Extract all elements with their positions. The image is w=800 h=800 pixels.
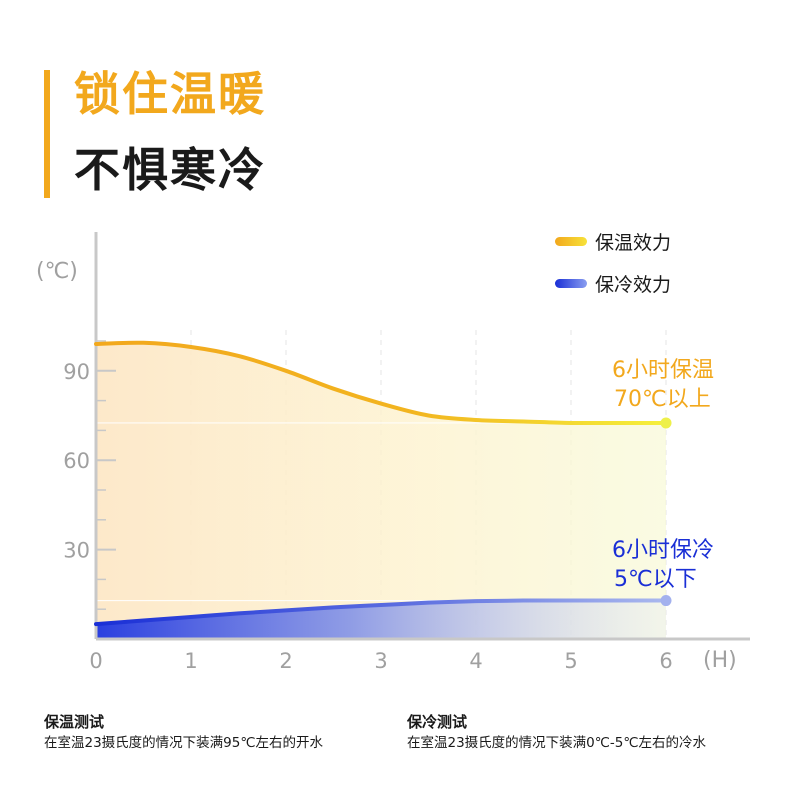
y-tick-label: 60 — [63, 449, 90, 473]
cold-test-note: 保冷测试 在室温23摄氏度的情况下装满0℃-5℃左右的冷水 — [407, 712, 706, 754]
legend-label-warm: 保温效力 — [595, 232, 671, 254]
endpoint-marker-warm — [660, 417, 672, 429]
area-cold — [96, 600, 666, 639]
legend-swatch-warm — [555, 237, 587, 246]
area-warm — [96, 342, 666, 639]
chart-axes: 30 60 90 0 1 2 3 4 5 6 — [63, 232, 750, 673]
x-tick-label: 6 — [659, 649, 672, 673]
legend-label-cold: 保冷效力 — [595, 274, 671, 296]
x-tick-label: 5 — [564, 649, 577, 673]
chart-series — [94, 340, 672, 627]
warm-test-description: 在室温23摄氏度的情况下装满95℃左右的开水 — [44, 735, 324, 751]
annotation-warm-line2: 70℃以上 — [614, 387, 711, 412]
header-accent-bar — [44, 70, 50, 198]
x-tick-label: 1 — [184, 649, 197, 673]
series-line-warm — [94, 340, 668, 426]
x-tick-label: 4 — [469, 649, 482, 673]
x-tick-label: 3 — [374, 649, 387, 673]
annotation-warm-line1: 6小时保温 — [612, 358, 714, 383]
x-tick-label: 0 — [89, 649, 102, 673]
annotation-warm: 6小时保温 70℃以上 — [612, 358, 714, 412]
x-tick-label: 2 — [279, 649, 292, 673]
legend-swatch-cold — [555, 279, 587, 288]
y-tick-label: 90 — [63, 360, 90, 384]
endpoint-marker-cold — [660, 595, 672, 607]
headline-secondary: 不惧寒冷 — [74, 143, 266, 197]
warm-test-title: 保温测试 — [44, 713, 105, 731]
headline-primary: 锁住温暖 — [74, 67, 266, 121]
temperature-chart: 30 60 90 0 1 2 3 4 5 6 (℃) (H) 保温效力 保冷效力 6小时保温 70… — [36, 232, 750, 673]
warm-test-note: 保温测试 在室温23摄氏度的情况下装满95℃左右的开水 — [44, 712, 323, 754]
x-axis-unit-label: (H) — [703, 648, 737, 673]
y-tick-label: 30 — [63, 539, 90, 563]
y-axis-unit-label: (℃) — [36, 259, 78, 284]
cold-test-title: 保冷测试 — [407, 713, 468, 731]
chart-area-fills — [96, 342, 666, 639]
legend-item-warm: 保温效力 — [555, 232, 671, 254]
series-line-cold — [94, 598, 668, 627]
cold-test-description: 在室温23摄氏度的情况下装满0℃-5℃左右的冷水 — [407, 735, 707, 751]
annotation-cold: 6小时保冷 5℃以下 — [612, 538, 714, 592]
annotation-cold-line2: 5℃以下 — [614, 567, 697, 592]
legend: 保温效力 保冷效力 — [555, 232, 671, 296]
annotation-cold-line1: 6小时保冷 — [612, 538, 714, 563]
legend-item-cold: 保冷效力 — [555, 274, 671, 296]
